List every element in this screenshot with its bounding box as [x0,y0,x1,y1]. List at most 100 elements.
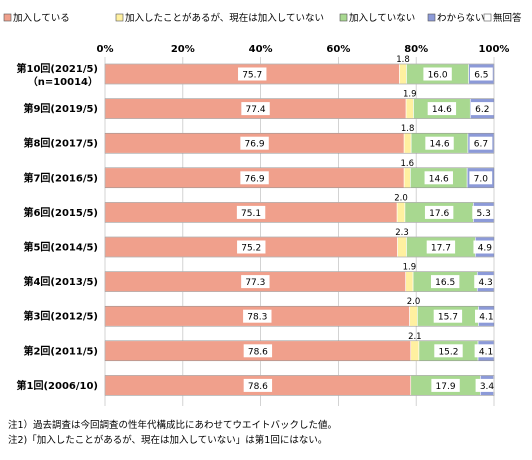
bar-segment-0-1 [399,63,407,85]
data-label-2-0: 76.9 [245,140,265,150]
notes: 注1）過去調査は今回調査の性年代構成比にあわせてウエイトバックした値。 注2)「… [8,418,337,448]
data-label-4-3: 5.3 [477,209,491,219]
data-label-bg-8-0 [243,344,273,358]
legend-label-3: わからない [437,13,485,24]
data-label-3-2: 14.6 [429,174,449,184]
data-label-7-3: 4.1 [479,313,493,323]
bar-outline-5 [104,236,495,258]
data-label-8-1: 2.1 [408,332,422,342]
bar-segment-2-1 [403,132,412,154]
legend-label-4: 無回答 [493,12,522,24]
legend: 加入している 加入したことがあるが、現在は加入していない 加入していない わからない無… [3,12,522,24]
category-label-0-1: （n=10014） [28,75,98,88]
bar-segment-5-1 [397,236,407,258]
data-label-6-1: 1.9 [403,263,417,273]
data-label-bg-5-3 [473,240,497,254]
legend-swatch-3 [427,13,436,22]
data-label-1-2: 14.6 [432,105,452,115]
data-label-bg-4-3 [472,205,496,219]
data-label-bg-2-0 [240,136,269,150]
data-label-bg-7-0 [243,309,272,323]
data-label-3-1: 1.6 [400,159,414,169]
data-label-bg-9-3 [475,378,499,392]
data-label-bg-2-3 [469,136,493,150]
data-label-6-3: 4.3 [478,278,492,288]
x-tick-label-2: 40% [249,44,273,55]
bar-outline-1 [104,98,495,119]
bar-row-2: 76.9 1.8 14.6 6.7 [104,124,495,154]
bar-segment-8-1 [410,340,420,362]
data-label-3-3: 7.0 [474,174,489,184]
data-label-1-0: 77.4 [246,105,266,115]
bar-row-4: 75.1 2.0 17.6 5.3 [104,193,496,223]
bar-row-5: 75.2 2.3 17.7 4.9 [104,228,497,258]
legend-swatch-2 [339,13,348,22]
category-label-5-0: 第5回(2014/5) [23,241,98,254]
bars: 75.7 1.8 16.0 6.5 77.4 1.9 14.6 6.2 76.9 1.8 14.6 6… [104,55,499,396]
data-label-bg-5-0 [237,240,266,254]
data-label-bg-2-2 [425,136,454,150]
data-label-4-1: 2.0 [394,193,408,203]
x-tick-label-1: 20% [171,44,195,55]
data-label-bg-5-2 [426,240,456,254]
data-label-4-0: 75.1 [241,209,261,219]
bar-outline-7 [104,305,495,327]
x-tick-label-0: 0% [97,44,114,55]
data-label-5-1: 2.3 [395,228,409,238]
data-label-bg-8-2 [434,344,463,358]
x-tick-label-4: 80% [404,44,428,55]
note-1: 注1）過去調査は今回調査の性年代構成比にあわせてウエイトバックした値。 [8,420,338,431]
data-label-bg-0-3 [469,67,493,81]
category-labels: 第10回(2021/5)（n=10014） 第9回(2019/5) 第8回(2017… [17,62,99,392]
data-label-bg-6-0 [241,275,270,289]
data-label-bg-0-0 [238,67,267,81]
data-label-bg-4-0 [236,205,266,219]
data-label-8-2: 15.2 [438,347,458,357]
legend-label-1: 加入したことがあるが、現在は加入していない [125,12,324,24]
category-label-6-0: 第4回(2013/5) [23,275,98,288]
category-label-1-0: 第9回(2019/5) [23,102,98,115]
note-2: 注2)「加入したことがあるが、現在は加入していない」は第1回にはない。 [8,435,328,446]
data-label-0-1: 1.8 [396,55,410,65]
data-label-4-2: 17.6 [429,209,449,219]
data-label-bg-9-2 [431,378,460,392]
bar-row-6: 77.3 1.9 16.5 4.3 [104,263,498,292]
data-label-7-0: 78.3 [247,313,267,323]
data-label-1-3: 6.2 [475,105,489,115]
data-label-9-3: 3.4 [480,382,495,392]
category-label-2-0: 第8回(2017/5) [23,137,98,150]
data-label-0-2: 16.0 [428,71,448,81]
data-label-2-2: 14.6 [430,140,450,150]
data-label-3-0: 76.9 [245,174,265,184]
bar-row-8: 78.6 2.1 15.2 4.1 [104,332,498,362]
legend-swatch-4 [483,13,492,22]
data-label-bg-6-2 [430,275,460,289]
x-axis-ticks: 0% 20% 40% 60% 80% 100% [97,44,510,55]
data-label-9-2: 17.9 [436,382,456,392]
data-label-8-0: 78.6 [248,347,268,357]
data-label-bg-7-3 [475,309,498,323]
bar-outline-8 [104,340,495,362]
data-label-0-3: 6.5 [474,71,488,81]
legend-label-0: 加入している [13,13,70,24]
bar-segment-3-1 [403,167,411,189]
x-tick-label-5: 100% [479,44,510,55]
data-label-5-0: 75.2 [241,244,261,254]
bar-row-7: 78.3 2.0 15.7 4.1 [104,297,498,327]
data-label-bg-9-0 [243,378,273,392]
stacked-bar-chart: 加入している 加入したことがあるが、現在は加入していない 加入していない わからない無… [3,12,522,406]
data-label-bg-1-3 [470,102,494,116]
data-label-5-3: 4.9 [478,244,493,254]
bar-outline-4 [104,202,495,223]
bar-segment-7-1 [409,305,418,327]
data-label-5-2: 17.7 [431,244,451,254]
data-label-bg-3-0 [240,171,269,185]
bar-outline-3 [104,167,495,189]
category-label-9-0: 第1回(2006/10) [17,379,99,392]
bar-row-3: 76.9 1.6 14.6 7.0 [104,159,495,189]
data-label-bg-4-2 [424,205,454,219]
data-label-bg-1-0 [241,102,270,116]
data-label-9-0: 78.6 [248,382,268,392]
category-label-4-0: 第6回(2015/5) [23,206,98,219]
legend-label-2: 加入していない [349,13,415,24]
